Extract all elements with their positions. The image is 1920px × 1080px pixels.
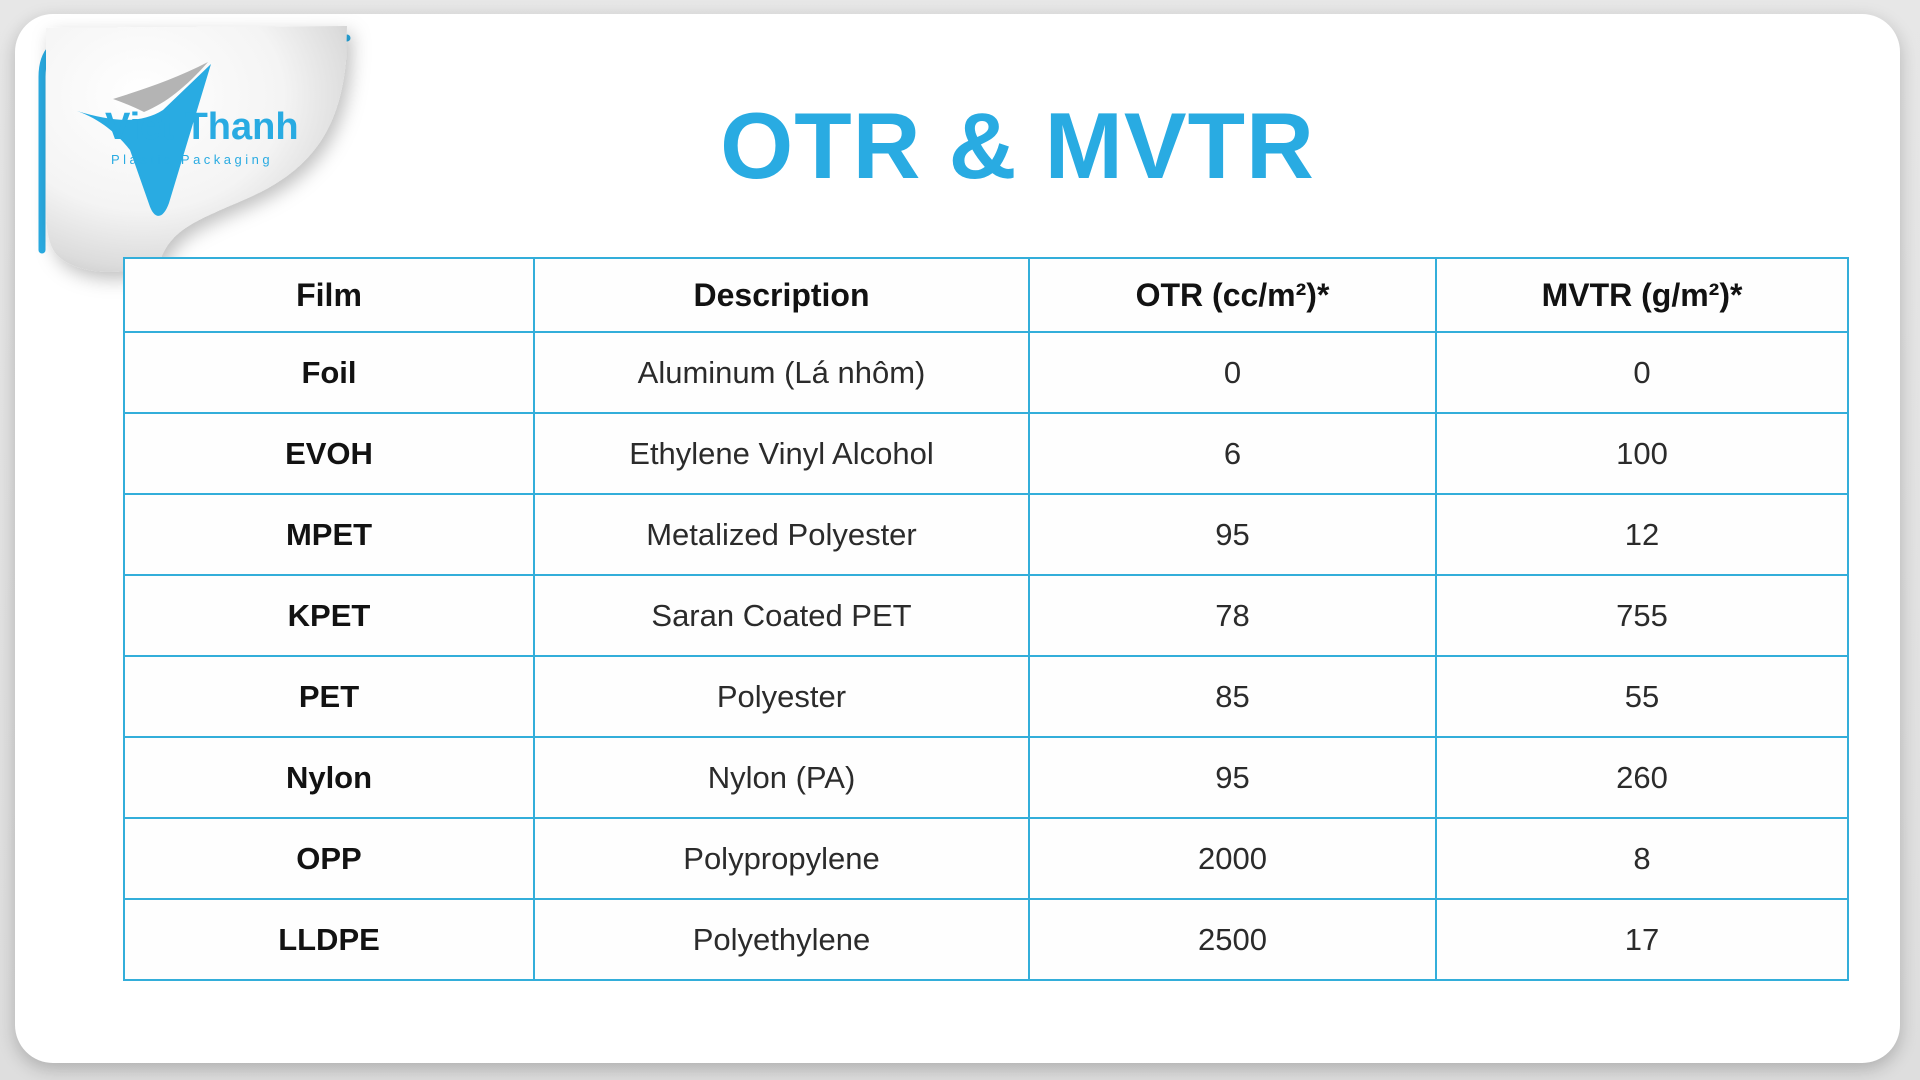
film-cell: Foil (123, 331, 535, 414)
film-cell: PET (123, 655, 535, 738)
mvtr-cell: 17 (1435, 898, 1849, 981)
film-cell: Nylon (123, 736, 535, 819)
content-card: Viet Thanh Plastic Packaging OTR & MVTR … (15, 14, 1900, 1063)
description-cell: Saran Coated PET (533, 574, 1030, 657)
column-header-description: Description (533, 257, 1030, 333)
mvtr-cell: 755 (1435, 574, 1849, 657)
film-cell: EVOH (123, 412, 535, 495)
table-row: Foil Aluminum (Lá nhôm) 0 0 (123, 331, 1849, 414)
description-cell: Polyethylene (533, 898, 1030, 981)
mvtr-cell: 0 (1435, 331, 1849, 414)
logo-subtitle: Plastic Packaging (111, 152, 274, 167)
film-cell: MPET (123, 493, 535, 576)
column-header-otr: OTR (cc/m²)* (1028, 257, 1437, 333)
mvtr-cell: 8 (1435, 817, 1849, 900)
otr-cell: 2500 (1028, 898, 1437, 981)
otr-mvtr-table: Film Description OTR (cc/m²)* MVTR (g/m²… (123, 257, 1849, 981)
otr-cell: 95 (1028, 493, 1437, 576)
table-row: LLDPE Polyethylene 2500 17 (123, 898, 1849, 981)
description-cell: Polypropylene (533, 817, 1030, 900)
column-header-mvtr: MVTR (g/m²)* (1435, 257, 1849, 333)
otr-cell: 78 (1028, 574, 1437, 657)
mvtr-cell: 260 (1435, 736, 1849, 819)
description-cell: Aluminum (Lá nhôm) (533, 331, 1030, 414)
otr-cell: 6 (1028, 412, 1437, 495)
otr-cell: 2000 (1028, 817, 1437, 900)
description-cell: Nylon (PA) (533, 736, 1030, 819)
table-row: Nylon Nylon (PA) 95 260 (123, 736, 1849, 819)
logo-name: Viet Thanh (105, 106, 299, 148)
otr-cell: 95 (1028, 736, 1437, 819)
mvtr-cell: 100 (1435, 412, 1849, 495)
otr-cell: 0 (1028, 331, 1437, 414)
table-row: KPET Saran Coated PET 78 755 (123, 574, 1849, 657)
film-cell: LLDPE (123, 898, 535, 981)
table-container: Film Description OTR (cc/m²)* MVTR (g/m²… (123, 257, 1849, 981)
table-row: EVOH Ethylene Vinyl Alcohol 6 100 (123, 412, 1849, 495)
description-cell: Polyester (533, 655, 1030, 738)
table-row: PET Polyester 85 55 (123, 655, 1849, 738)
mvtr-cell: 12 (1435, 493, 1849, 576)
table-row: MPET Metalized Polyester 95 12 (123, 493, 1849, 576)
column-header-film: Film (123, 257, 535, 333)
table-row: OPP Polypropylene 2000 8 (123, 817, 1849, 900)
otr-cell: 85 (1028, 655, 1437, 738)
film-cell: KPET (123, 574, 535, 657)
description-cell: Metalized Polyester (533, 493, 1030, 576)
page-title: OTR & MVTR (720, 93, 1315, 198)
mvtr-cell: 55 (1435, 655, 1849, 738)
film-cell: OPP (123, 817, 535, 900)
header-row: Film Description OTR (cc/m²)* MVTR (g/m²… (123, 257, 1849, 333)
description-cell: Ethylene Vinyl Alcohol (533, 412, 1030, 495)
